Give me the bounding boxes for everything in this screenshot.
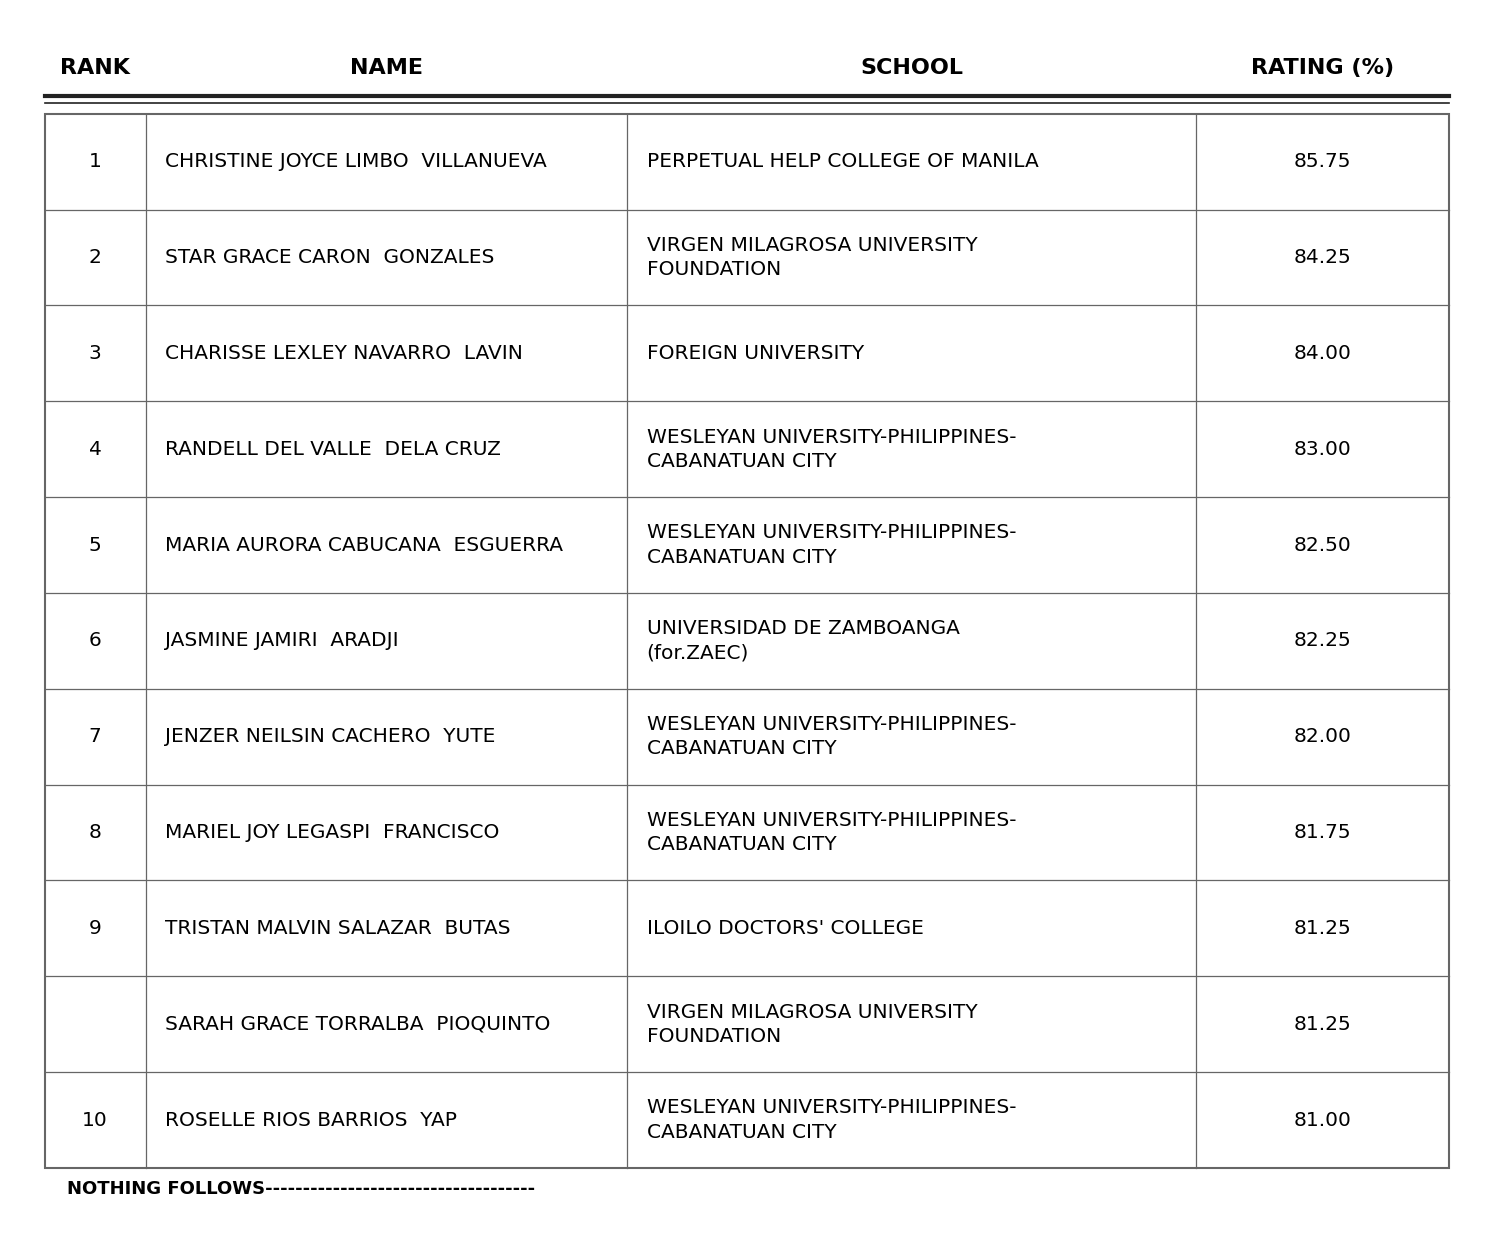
Text: 9: 9 — [89, 918, 101, 938]
Text: MARIA AURORA CABUCANA  ESGUERRA: MARIA AURORA CABUCANA ESGUERRA — [165, 535, 563, 555]
Text: 82.50: 82.50 — [1294, 535, 1351, 555]
Text: CHRISTINE JOYCE LIMBO  VILLANUEVA: CHRISTINE JOYCE LIMBO VILLANUEVA — [165, 152, 547, 171]
Text: PERPETUAL HELP COLLEGE OF MANILA: PERPETUAL HELP COLLEGE OF MANILA — [646, 152, 1039, 171]
Text: 6: 6 — [89, 632, 101, 650]
Text: 81.75: 81.75 — [1294, 823, 1351, 842]
Text: UNIVERSIDAD DE ZAMBOANGA
(for.ZAEC): UNIVERSIDAD DE ZAMBOANGA (for.ZAEC) — [646, 619, 960, 662]
Text: 84.25: 84.25 — [1294, 248, 1351, 267]
Text: 81.00: 81.00 — [1293, 1111, 1351, 1130]
Text: STAR GRACE CARON  GONZALES: STAR GRACE CARON GONZALES — [165, 248, 495, 267]
Text: WESLEYAN UNIVERSITY-PHILIPPINES-
CABANATUAN CITY: WESLEYAN UNIVERSITY-PHILIPPINES- CABANAT… — [646, 1099, 1016, 1142]
Text: WESLEYAN UNIVERSITY-PHILIPPINES-
CABANATUAN CITY: WESLEYAN UNIVERSITY-PHILIPPINES- CABANAT… — [646, 523, 1016, 566]
Text: SARAH GRACE TORRALBA  PIOQUINTO: SARAH GRACE TORRALBA PIOQUINTO — [165, 1015, 550, 1033]
Text: 82.25: 82.25 — [1294, 632, 1351, 650]
Text: 3: 3 — [89, 344, 101, 363]
Text: JASMINE JAMIRI  ARADJI: JASMINE JAMIRI ARADJI — [165, 632, 398, 650]
Text: RANK: RANK — [61, 58, 131, 78]
Text: 84.00: 84.00 — [1293, 344, 1351, 363]
Text: 10: 10 — [82, 1111, 108, 1130]
Text: 82.00: 82.00 — [1293, 727, 1351, 747]
Text: WESLEYAN UNIVERSITY-PHILIPPINES-
CABANATUAN CITY: WESLEYAN UNIVERSITY-PHILIPPINES- CABANAT… — [646, 716, 1016, 759]
Text: 2: 2 — [89, 248, 101, 267]
Text: 1: 1 — [89, 152, 101, 171]
Text: ROSELLE RIOS BARRIOS  YAP: ROSELLE RIOS BARRIOS YAP — [165, 1111, 458, 1130]
Text: RATING (%): RATING (%) — [1251, 58, 1394, 78]
Text: VIRGEN MILAGROSA UNIVERSITY
FOUNDATION: VIRGEN MILAGROSA UNIVERSITY FOUNDATION — [646, 236, 978, 279]
Text: MARIEL JOY LEGASPI  FRANCISCO: MARIEL JOY LEGASPI FRANCISCO — [165, 823, 499, 842]
Text: FOREIGN UNIVERSITY: FOREIGN UNIVERSITY — [646, 344, 863, 363]
Text: ILOILO DOCTORS' COLLEGE: ILOILO DOCTORS' COLLEGE — [646, 918, 923, 938]
Text: NOTHING FOLLOWS------------------------------------: NOTHING FOLLOWS-------------------------… — [67, 1180, 535, 1198]
Text: CHARISSE LEXLEY NAVARRO  LAVIN: CHARISSE LEXLEY NAVARRO LAVIN — [165, 344, 523, 363]
Text: 7: 7 — [89, 727, 101, 747]
Text: WESLEYAN UNIVERSITY-PHILIPPINES-
CABANATUAN CITY: WESLEYAN UNIVERSITY-PHILIPPINES- CABANAT… — [646, 811, 1016, 854]
Text: 4: 4 — [89, 440, 101, 459]
Text: VIRGEN MILAGROSA UNIVERSITY
FOUNDATION: VIRGEN MILAGROSA UNIVERSITY FOUNDATION — [646, 1002, 978, 1046]
Text: JENZER NEILSIN CACHERO  YUTE: JENZER NEILSIN CACHERO YUTE — [165, 727, 495, 747]
Text: 5: 5 — [89, 535, 101, 555]
Text: RANDELL DEL VALLE  DELA CRUZ: RANDELL DEL VALLE DELA CRUZ — [165, 440, 501, 459]
Text: 81.25: 81.25 — [1294, 918, 1351, 938]
Text: SCHOOL: SCHOOL — [860, 58, 963, 78]
Text: 81.25: 81.25 — [1294, 1015, 1351, 1033]
Text: WESLEYAN UNIVERSITY-PHILIPPINES-
CABANATUAN CITY: WESLEYAN UNIVERSITY-PHILIPPINES- CABANAT… — [646, 428, 1016, 471]
Text: NAME: NAME — [351, 58, 424, 78]
Text: 8: 8 — [89, 823, 101, 842]
Text: TRISTAN MALVIN SALAZAR  BUTAS: TRISTAN MALVIN SALAZAR BUTAS — [165, 918, 511, 938]
Text: 85.75: 85.75 — [1294, 152, 1351, 171]
Text: 83.00: 83.00 — [1294, 440, 1351, 459]
